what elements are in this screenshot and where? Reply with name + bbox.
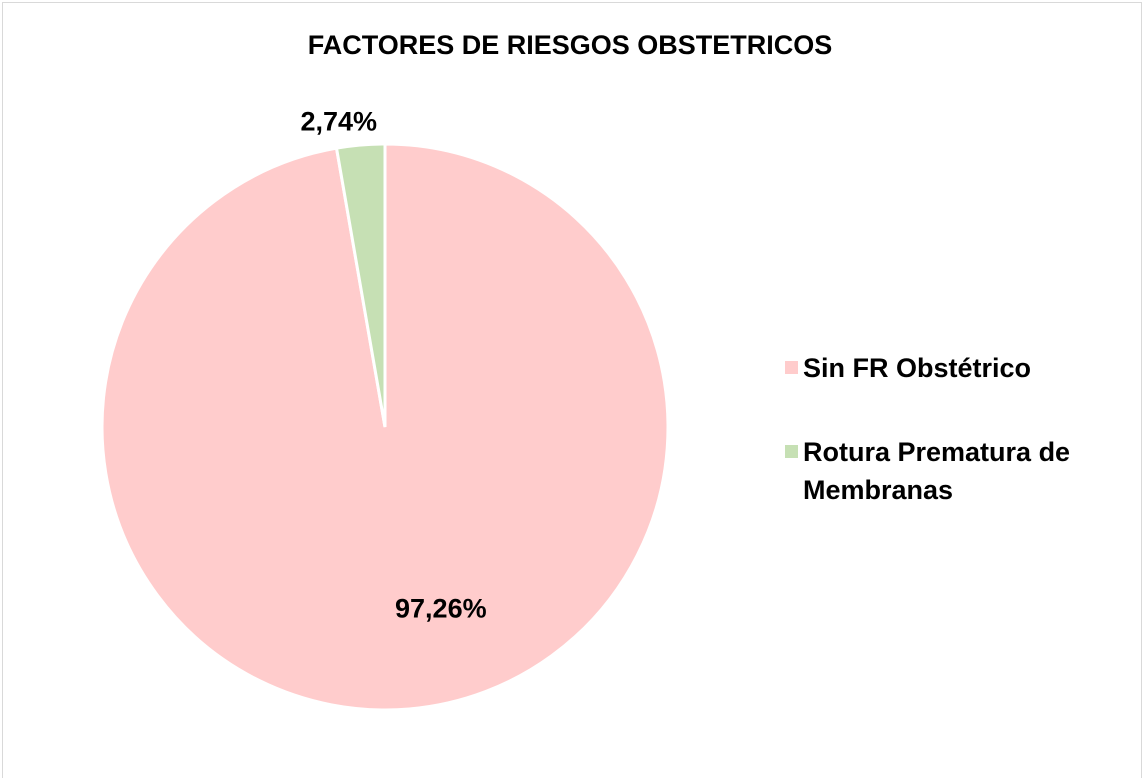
- legend-item: Sin FR Obstétrico: [785, 349, 1125, 387]
- legend-label: Sin FR Obstétrico: [803, 353, 1032, 383]
- data-label: 97,26%: [395, 593, 487, 623]
- legend-item: Rotura Prematura de Membranas: [785, 433, 1125, 509]
- legend-swatch: [785, 361, 798, 374]
- pie-slice: [334, 142, 387, 428]
- data-label: 2,74%: [300, 106, 377, 136]
- chart-title: FACTORES DE RIESGOS OBSTETRICOS: [308, 30, 833, 60]
- legend-label: Rotura Prematura de Membranas: [803, 437, 1071, 505]
- legend-swatch: [785, 445, 798, 458]
